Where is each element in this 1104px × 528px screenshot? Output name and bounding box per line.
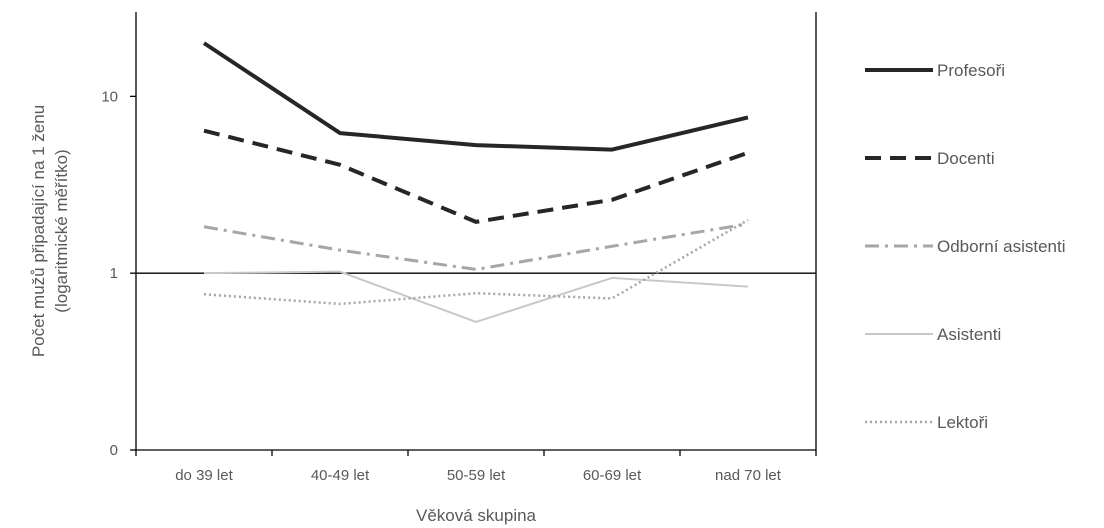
series-line <box>202 41 749 152</box>
legend-label: Lektoři <box>937 413 988 432</box>
y-tick-label: 10 <box>101 88 118 105</box>
x-tick-label: 60-69 let <box>583 467 642 484</box>
series-line <box>203 222 749 271</box>
y-axis-title: Počet mužů připadající na 1 ženu <box>29 105 48 357</box>
legend-label: Profesoři <box>937 61 1005 80</box>
x-tick-label: nad 70 let <box>715 467 782 484</box>
y-tick-label: 0 <box>110 442 118 459</box>
x-ticks: do 39 let 40-49 let 50-59 let 60-69 let nad … <box>135 450 817 484</box>
series-line <box>203 218 749 306</box>
legend-label: Docenti <box>937 149 995 168</box>
plot-area: 0 1 10 do 39 let 40-49 let 50-59 let 60-69 le… <box>101 12 817 484</box>
x-tick-label: do 39 let <box>175 467 233 484</box>
x-axis-title: Věková skupina <box>416 506 537 525</box>
x-tick-label: 50-59 let <box>447 467 506 484</box>
y-axis-subtitle: (logaritmické měřítko) <box>52 149 71 312</box>
y-tick-label: 1 <box>110 265 118 282</box>
x-tick-label: 40-49 let <box>311 467 370 484</box>
legend-label: Asistenti <box>937 325 1001 344</box>
series-lines <box>202 41 749 323</box>
series-line <box>203 270 749 323</box>
series-line <box>203 128 749 224</box>
legend-label: Odborní asistenti <box>937 237 1066 256</box>
legend: Profesoři Docenti Odborní asistenti Asisten… <box>865 61 1066 432</box>
